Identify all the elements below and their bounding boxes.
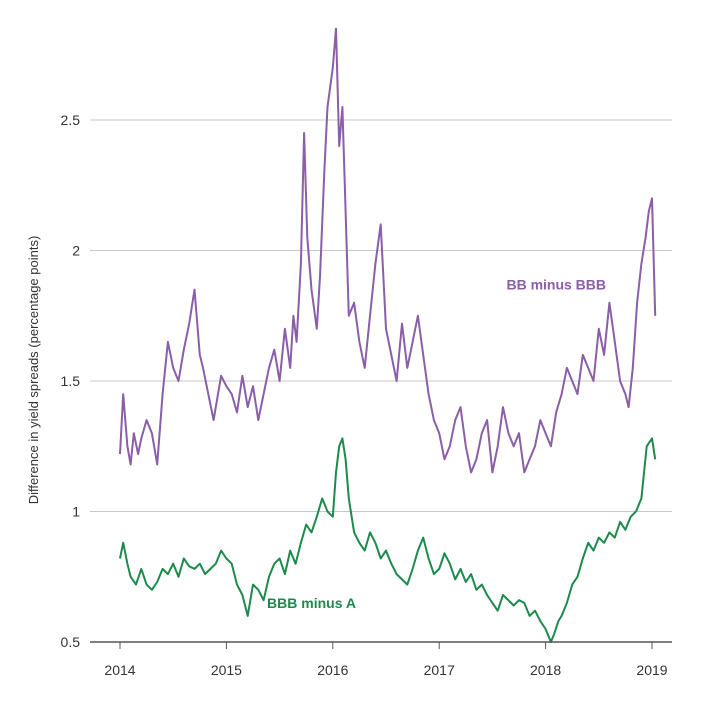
series-label: BB minus BBB — [506, 277, 606, 293]
series-labels: BB minus BBB BBB minus A — [267, 277, 606, 611]
y-tick-label: 2 — [72, 243, 80, 259]
y-tick-label: 1.5 — [61, 373, 81, 389]
gridlines — [90, 119, 672, 643]
y-tick-label: 2.5 — [61, 112, 81, 128]
x-tick-label: 2017 — [424, 662, 455, 678]
x-axis-ticks: 2014 2015 2016 2017 2018 2019 — [104, 642, 668, 678]
series-label: BBB minus A — [267, 595, 356, 611]
series-lines — [119, 27, 657, 643]
x-tick-label: 2016 — [317, 662, 348, 678]
x-tick-label: 2018 — [530, 662, 561, 678]
y-axis-label: Difference in yield spreads (percentage … — [26, 236, 41, 505]
series-line-bbb-minus-a — [119, 437, 657, 643]
x-tick-label: 2015 — [211, 662, 242, 678]
x-tick-label: 2014 — [104, 662, 135, 678]
y-tick-label: 0.5 — [61, 634, 81, 650]
y-tick-label: 1 — [72, 504, 80, 520]
y-axis-ticks: 0.5 1 1.5 2 2.5 — [61, 112, 81, 650]
x-tick-label: 2019 — [636, 662, 667, 678]
series-line-bb-minus-bbb — [119, 27, 657, 474]
